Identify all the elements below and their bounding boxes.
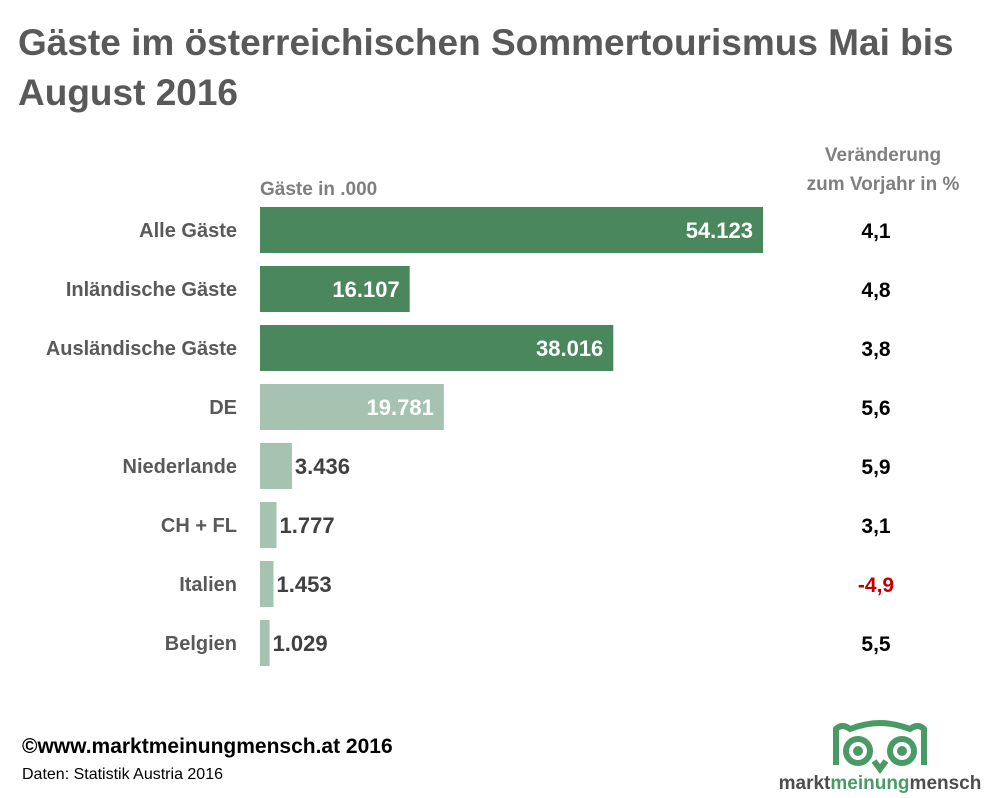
category-label: DE <box>209 397 237 419</box>
category-label: Ausländische Gäste <box>46 338 237 360</box>
value-label: 3.436 <box>295 454 350 479</box>
value-label: 19.781 <box>367 395 434 420</box>
change-label: 4,8 <box>861 279 891 302</box>
change-label: 4,1 <box>861 220 891 243</box>
copyright: ©www.marktmeinungmensch.at 2016 <box>22 735 393 758</box>
bar <box>260 207 763 253</box>
bar <box>260 325 614 371</box>
value-label: 1.029 <box>273 631 328 656</box>
category-label: Niederlande <box>123 456 237 478</box>
logo: marktmeinungmensch <box>779 719 982 794</box>
category-label: Italien <box>179 574 237 596</box>
logo-text-3: mensch <box>910 773 982 794</box>
change-header-line2: zum Vorjahr in % <box>807 174 960 195</box>
category-label: Belgien <box>165 633 237 655</box>
value-label: 1.777 <box>280 513 335 538</box>
change-label: -4,9 <box>858 574 894 597</box>
bar <box>260 266 410 312</box>
logo-text-1: markt <box>779 773 831 794</box>
value-label: 54.123 <box>686 218 753 243</box>
svg-text:marktmeinungmensch: marktmeinungmensch <box>779 773 982 794</box>
change-label: 3,1 <box>861 515 891 538</box>
value-label: 38.016 <box>536 336 603 361</box>
change-label: 5,9 <box>861 456 890 479</box>
chart-title: Gäste im österreichischen Sommertourismu… <box>18 22 954 113</box>
value-label: 16.107 <box>332 277 399 302</box>
category-label: CH + FL <box>161 515 237 537</box>
change-label: 5,6 <box>861 397 890 420</box>
logo-text-2: meinung <box>830 773 909 794</box>
change-label: 3,8 <box>861 338 891 361</box>
category-label: Inländische Gäste <box>66 279 237 301</box>
source-note: Daten: Statistik Austria 2016 <box>22 766 223 783</box>
change-label: 5,5 <box>861 633 891 656</box>
category-label: Alle Gäste <box>139 220 237 242</box>
bar <box>260 443 292 489</box>
x-axis-label: Gäste in .000 <box>260 179 377 200</box>
value-label: 1.453 <box>277 572 332 597</box>
change-header-line1: Veränderung <box>825 145 941 166</box>
bar <box>260 502 277 548</box>
bar <box>260 561 274 607</box>
owl-icon <box>833 719 927 774</box>
bar <box>260 384 444 430</box>
bar <box>260 620 270 666</box>
